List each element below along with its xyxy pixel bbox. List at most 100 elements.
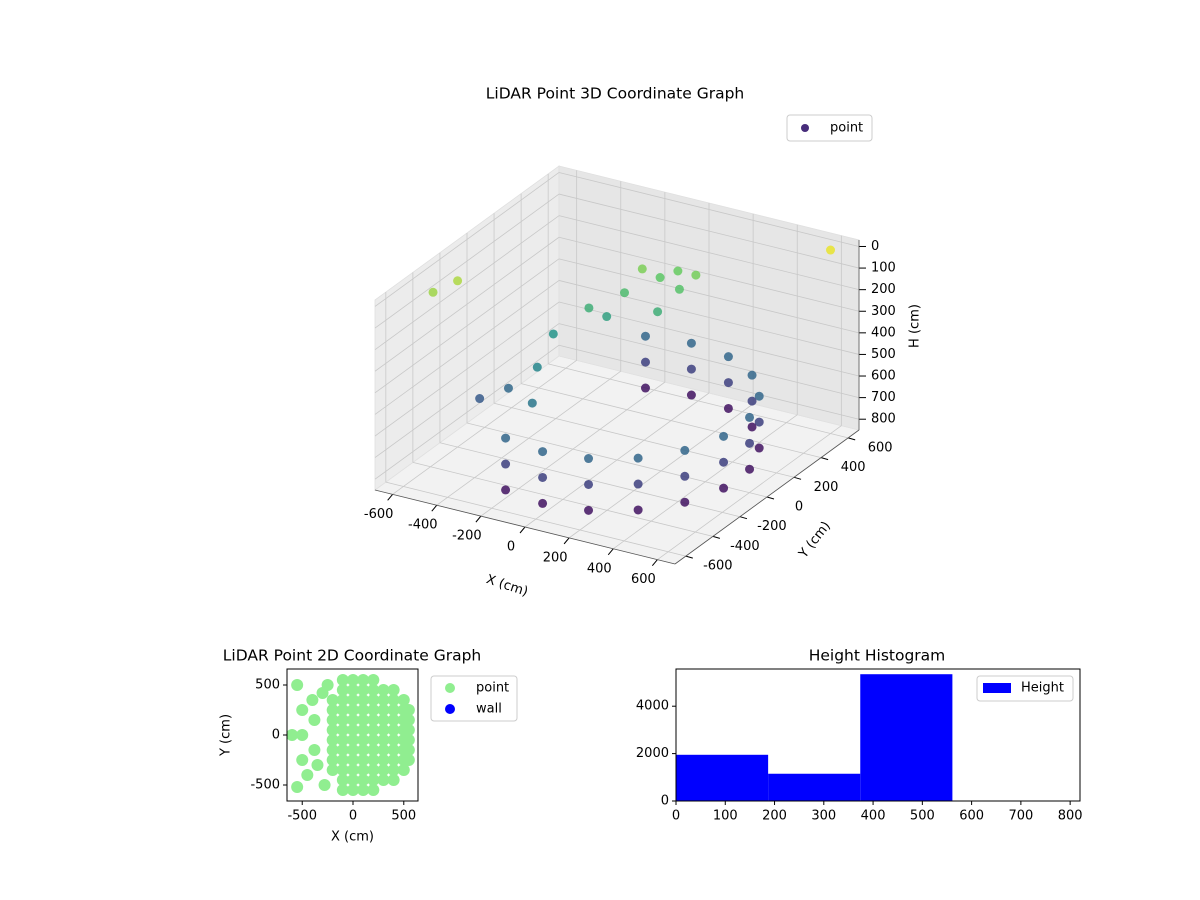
x-tick-label: 400 xyxy=(861,809,886,824)
point xyxy=(306,694,319,706)
point xyxy=(602,312,612,322)
x-tick-label: 0 xyxy=(507,540,515,555)
point xyxy=(402,744,415,756)
point xyxy=(367,684,380,696)
plot-histogram: 0 100 200 300 400 500 600 700 800 0 2000 4000 Height xyxy=(636,668,1083,824)
axes-frame xyxy=(675,668,1081,802)
point xyxy=(674,284,684,294)
z-axis-label: H (cm) xyxy=(908,304,923,348)
grid-line xyxy=(558,193,860,269)
point xyxy=(326,714,339,726)
point xyxy=(357,694,370,706)
point xyxy=(402,724,415,736)
point xyxy=(548,329,558,339)
point xyxy=(367,704,380,716)
grid-line xyxy=(385,481,686,557)
legend-marker xyxy=(445,683,455,693)
point xyxy=(387,764,400,776)
legend-marker xyxy=(801,124,809,132)
grid-line xyxy=(374,344,560,480)
y-tick xyxy=(820,457,829,461)
point xyxy=(308,714,321,726)
point xyxy=(387,694,400,706)
y-tick-label: 500 xyxy=(255,678,280,693)
plot-3d: -600-400-2000200400600-600-400-200020040… xyxy=(364,114,923,600)
z-tick-label: 100 xyxy=(871,261,896,276)
grid-line xyxy=(374,301,560,437)
point xyxy=(640,383,650,393)
point xyxy=(387,774,400,786)
legend-label: wall xyxy=(476,702,502,717)
point xyxy=(686,364,696,374)
x-tick-label: 200 xyxy=(543,550,568,565)
point xyxy=(747,422,757,432)
legend-box xyxy=(976,675,1074,702)
axis-line xyxy=(674,429,860,565)
point xyxy=(719,483,729,493)
x-tick xyxy=(563,537,570,545)
point xyxy=(336,724,349,736)
point xyxy=(397,764,410,776)
point xyxy=(357,734,370,746)
point xyxy=(326,724,339,736)
grid-line xyxy=(558,323,860,399)
x-tick xyxy=(607,548,614,556)
point xyxy=(357,674,370,686)
point xyxy=(723,352,733,362)
point xyxy=(501,433,511,443)
point xyxy=(357,774,370,786)
point xyxy=(336,734,349,746)
point xyxy=(347,694,360,706)
point xyxy=(336,744,349,756)
x-tick-label: 600 xyxy=(959,809,984,824)
point xyxy=(686,390,696,400)
point xyxy=(584,505,594,515)
point xyxy=(686,338,696,348)
point xyxy=(347,714,360,726)
x-tick-label: -400 xyxy=(408,518,438,533)
legend-label: Height xyxy=(1021,681,1064,696)
y-tick-label: 0 xyxy=(795,500,803,515)
z-tick-label: 300 xyxy=(871,304,896,319)
grid-line xyxy=(548,363,849,439)
x-tick-label: 300 xyxy=(811,809,836,824)
point xyxy=(336,754,349,766)
point xyxy=(745,438,755,448)
grid-line xyxy=(558,280,860,355)
point xyxy=(367,784,380,796)
point xyxy=(584,479,594,489)
grid-line xyxy=(493,402,795,478)
point xyxy=(347,704,360,716)
legend-marker xyxy=(983,683,1011,693)
y-tick xyxy=(848,437,856,441)
point xyxy=(308,744,321,756)
x-tick xyxy=(519,526,526,534)
bar xyxy=(768,773,861,801)
point xyxy=(367,714,380,726)
y-tick-label: -500 xyxy=(250,778,280,793)
point xyxy=(826,245,836,255)
point xyxy=(301,769,314,781)
z-tick-label: 0 xyxy=(871,239,879,254)
x-tick-label: 0 xyxy=(672,809,680,824)
grid-line xyxy=(374,323,560,458)
y-tick-label: 200 xyxy=(814,480,839,495)
plot-2d: -500 0 500 -500 0 500 X (cm) Y (cm) point wall xyxy=(219,668,518,845)
bar xyxy=(676,754,769,801)
point xyxy=(326,764,339,776)
point xyxy=(291,679,304,691)
point xyxy=(336,684,349,696)
point xyxy=(680,497,690,507)
point xyxy=(377,774,390,786)
point xyxy=(745,464,755,474)
point xyxy=(402,754,415,766)
point xyxy=(336,784,349,796)
y-tick xyxy=(739,516,748,520)
chart-title: Height Histogram xyxy=(809,647,946,665)
point xyxy=(538,498,548,508)
point xyxy=(377,724,390,736)
point xyxy=(367,694,380,706)
point xyxy=(336,764,349,776)
point xyxy=(347,684,360,696)
point xyxy=(347,754,360,766)
